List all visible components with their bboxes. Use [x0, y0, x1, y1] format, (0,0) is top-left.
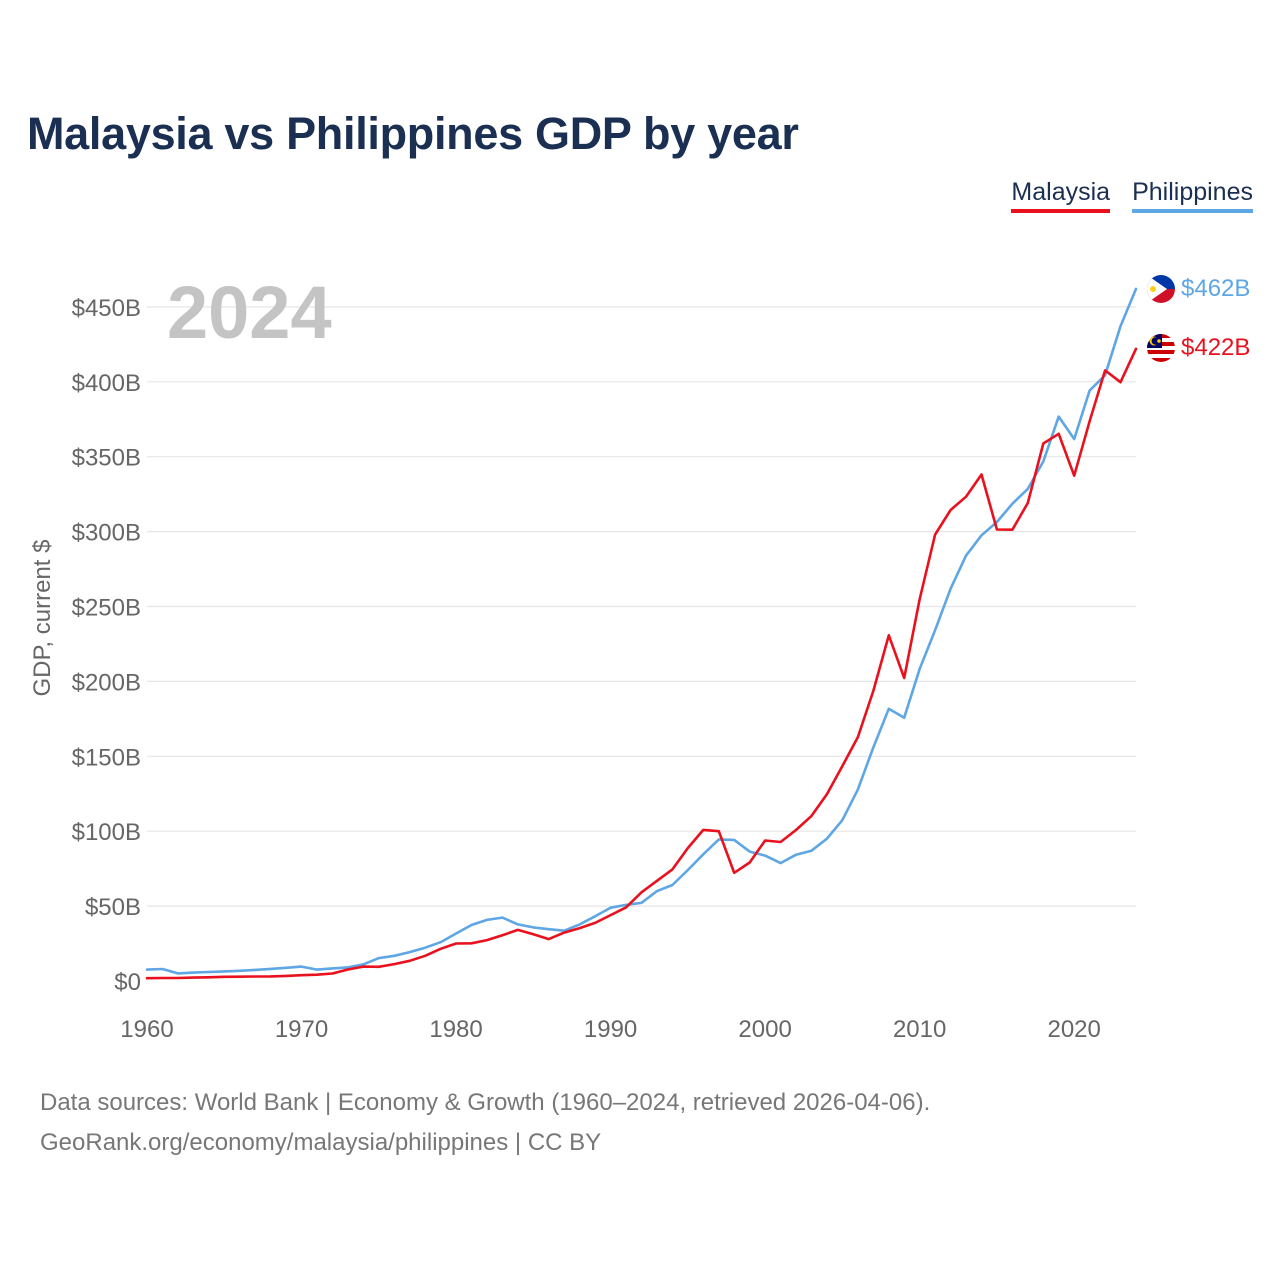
y-tick-label: $400B: [72, 370, 141, 397]
y-axis-label: GDP, current $: [29, 540, 56, 697]
x-tick-label: 1990: [584, 1016, 637, 1043]
x-tick-label: 1970: [275, 1016, 328, 1043]
end-labels: $422B $462B: [1147, 275, 1250, 362]
x-tick-label: 2000: [738, 1016, 791, 1043]
y-tick-label: $100B: [72, 819, 141, 846]
legend-item-philippines[interactable]: Philippines: [1132, 178, 1253, 213]
x-tick-label: 2020: [1047, 1016, 1100, 1043]
year-watermark: 2024: [167, 271, 332, 354]
philippines-flag-icon: [1147, 275, 1175, 303]
y-tick-label: $50B: [85, 894, 141, 921]
page-title: Malaysia vs Philippines GDP by year: [27, 108, 799, 159]
y-tick-label: $300B: [72, 520, 141, 547]
y-axis-ticks: $0 $50B $100B $150B $200B $250B $300B $350B $400…: [72, 295, 141, 996]
x-tick-label: 1980: [429, 1016, 482, 1043]
x-axis-ticks: 1960 1970 1980 1990 2000 2010 2020: [120, 1016, 1101, 1043]
malaysia-flag-icon: [1147, 334, 1175, 362]
y-tick-label: $250B: [72, 595, 141, 622]
x-tick-label: 2010: [893, 1016, 946, 1043]
y-tick-label: $350B: [72, 445, 141, 472]
y-tick-label: $150B: [72, 744, 141, 771]
y-tick-label: $450B: [72, 295, 141, 322]
end-label-philippines: $462B: [1181, 275, 1250, 302]
legend: Malaysia Philippines: [1011, 178, 1253, 213]
legend-item-malaysia[interactable]: Malaysia: [1011, 178, 1111, 213]
series-line-malaysia: [145, 347, 1138, 980]
source-line-1: Data sources: World Bank | Economy & Gro…: [40, 1089, 931, 1116]
y-tick-label: $0: [114, 969, 141, 996]
source-line-2[interactable]: GeoRank.org/economy/malaysia/philippines…: [40, 1129, 602, 1156]
series-line-philippines: [145, 287, 1138, 975]
source-note: Data sources: World Bank | Economy & Gro…: [40, 1083, 930, 1163]
grid-lines: [147, 306, 1136, 907]
y-tick-label: $200B: [72, 669, 141, 696]
x-tick-label: 1960: [120, 1016, 173, 1043]
series-lines: [145, 287, 1138, 980]
end-label-malaysia: $422B: [1181, 334, 1250, 361]
